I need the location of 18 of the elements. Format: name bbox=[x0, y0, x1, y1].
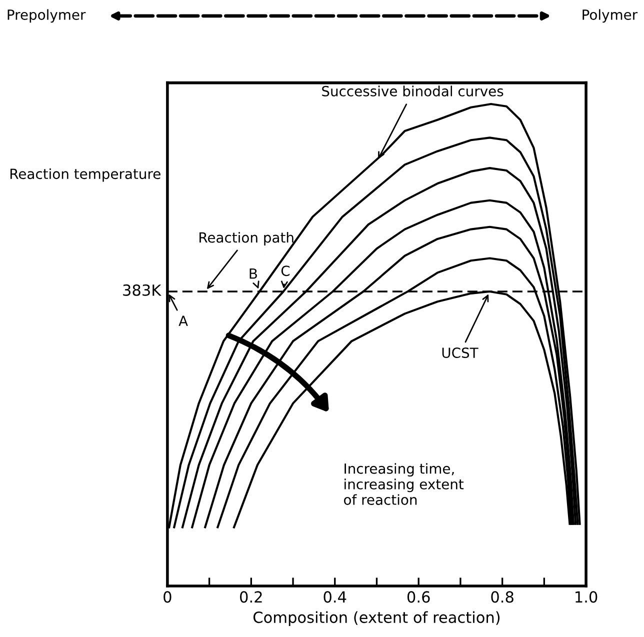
ref-line-label: 383K bbox=[123, 284, 162, 296]
annotation: B bbox=[250, 268, 257, 279]
x-tick-label: 0.6 bbox=[407, 591, 430, 603]
x-tick-label: 0.4 bbox=[324, 591, 346, 603]
annotation: Increasing time, increasing extent of reaction bbox=[344, 463, 464, 505]
x-tick-label: 0.8 bbox=[491, 591, 514, 603]
annotation: UCST bbox=[442, 348, 478, 358]
x-tick-label: 1.0 bbox=[576, 591, 598, 603]
annotation: Successive binodal curves bbox=[322, 86, 504, 96]
y-axis-title: Reaction temperature bbox=[10, 168, 160, 182]
annotation: C bbox=[281, 266, 290, 276]
x-tick-label: 0 bbox=[164, 591, 172, 603]
text: Prepolymer bbox=[8, 9, 86, 23]
annotation: A bbox=[178, 316, 188, 326]
annotation: Reaction path bbox=[200, 232, 294, 246]
x-axis-title: Composition (extent of reaction) bbox=[253, 611, 500, 626]
x-tick-label: 0.2 bbox=[240, 591, 262, 603]
text: Polymer bbox=[582, 9, 638, 23]
